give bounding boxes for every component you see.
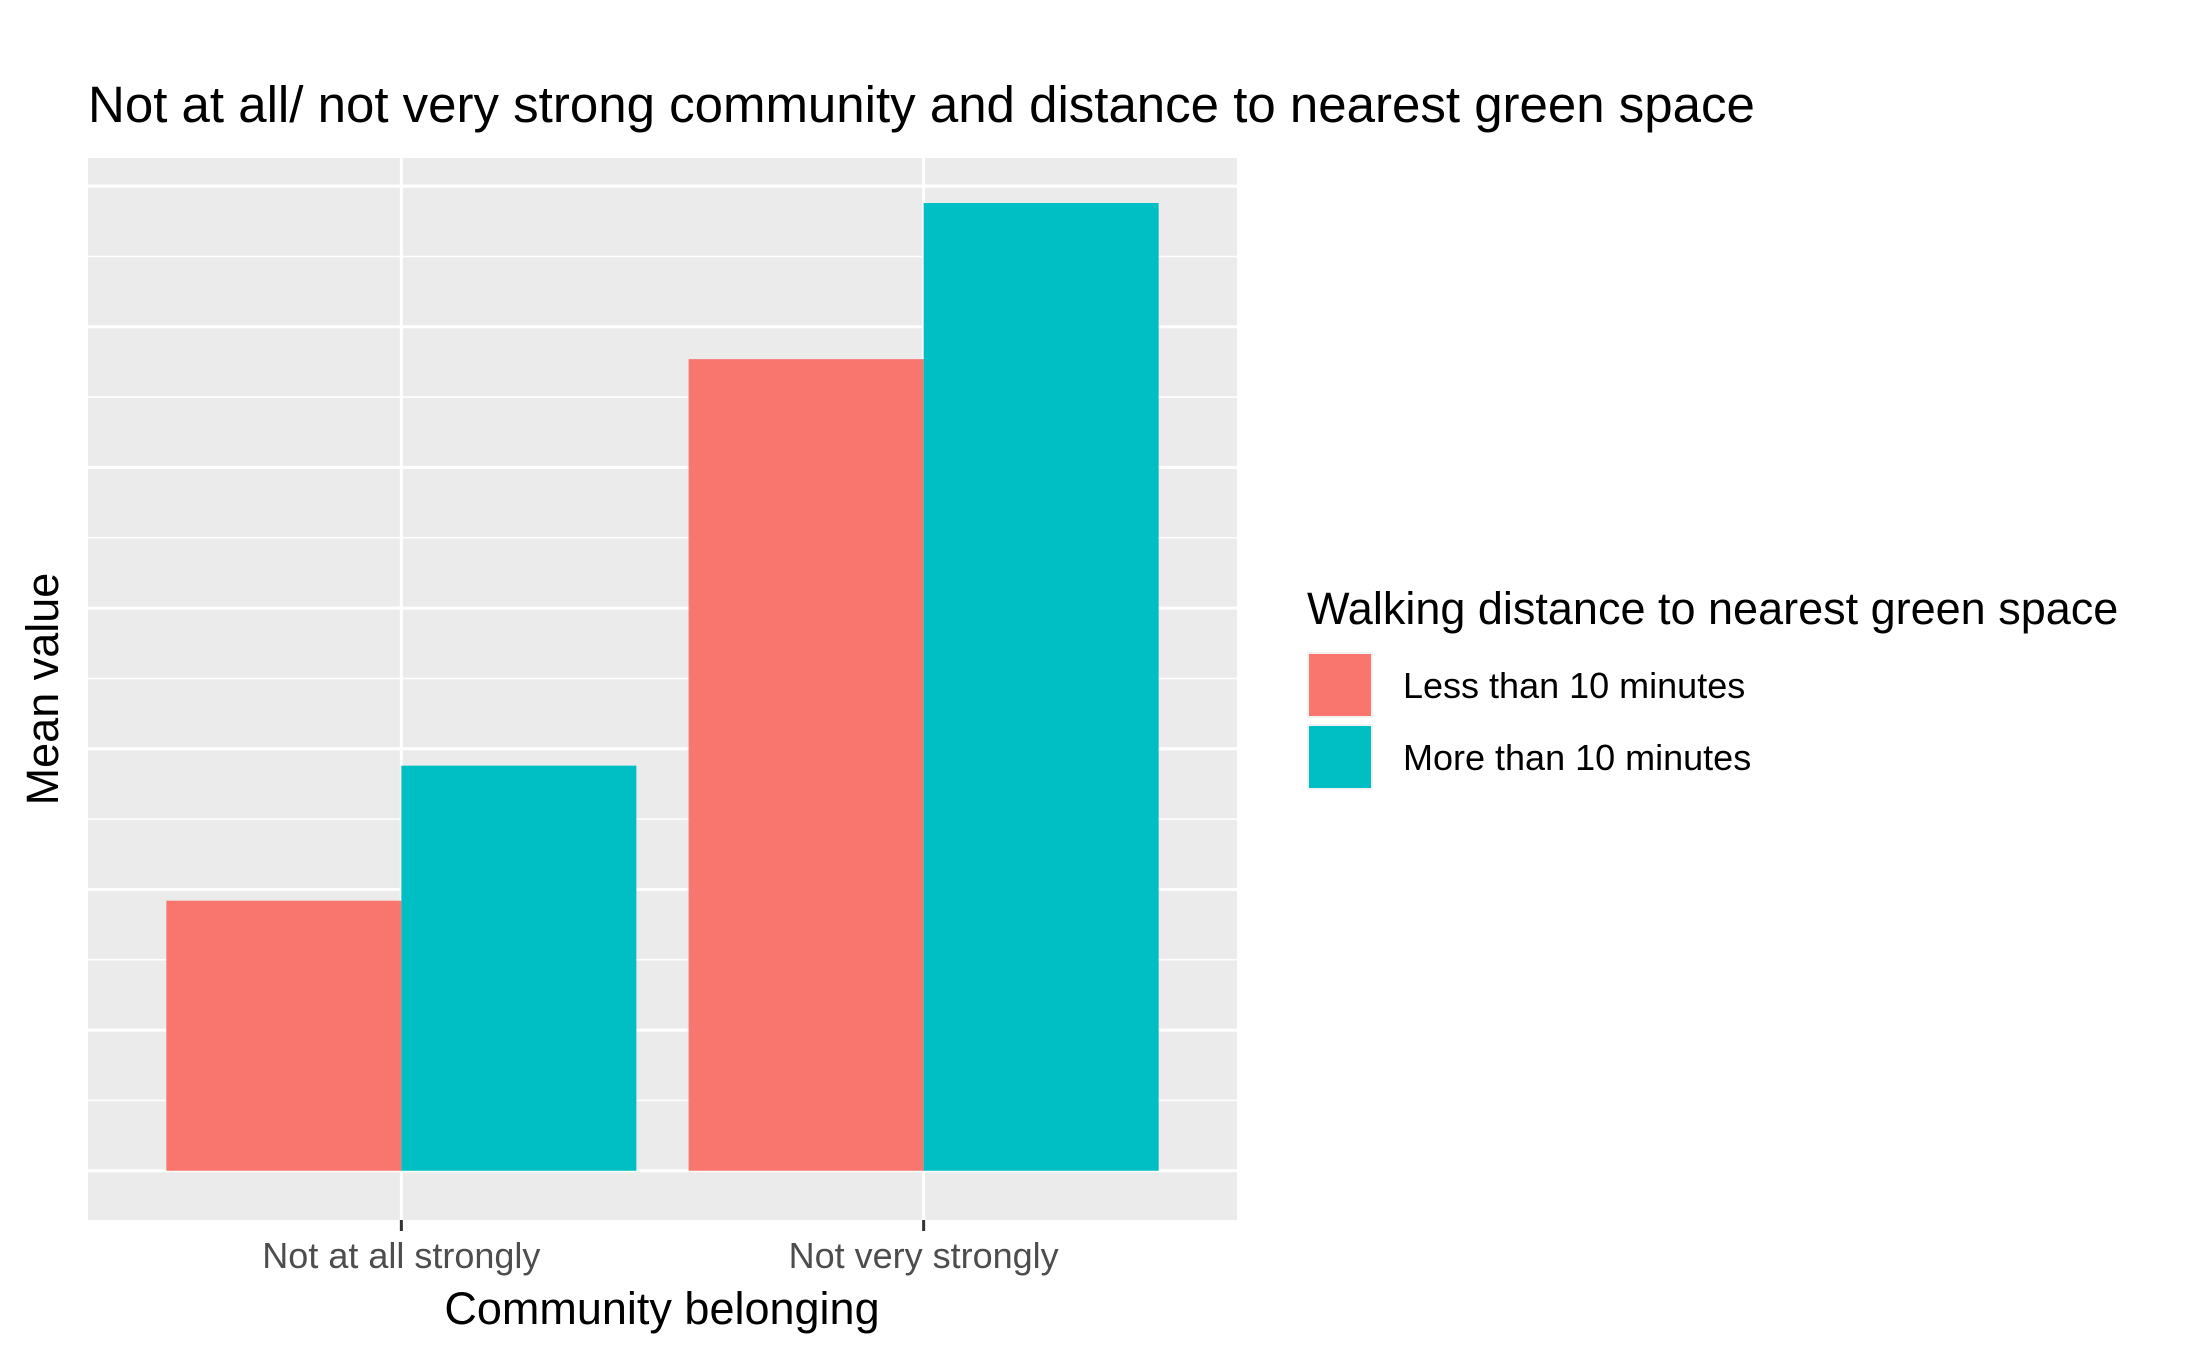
legend-items: Less than 10 minutes More than 10 minutes [1307, 652, 1751, 790]
x-axis-title: Community belonging [444, 1283, 879, 1334]
y-axis-title: Mean value [17, 573, 68, 806]
x-axis-ticks: Not at all strongly Not very strongly [262, 1220, 1059, 1276]
legend: Walking distance to nearest green space … [1307, 583, 2118, 790]
bar [401, 765, 637, 1171]
bar [166, 900, 402, 1171]
legend-title: Walking distance to nearest green space [1307, 583, 2118, 634]
bars [166, 203, 1159, 1171]
legend-label: More than 10 minutes [1403, 737, 1751, 778]
legend-key [1309, 726, 1371, 788]
bar [688, 359, 924, 1171]
legend-key [1309, 654, 1371, 716]
chart-title: Not at all/ not very strong community an… [88, 76, 1755, 133]
x-tick-label: Not very strongly [789, 1235, 1059, 1276]
x-tick-label: Not at all strongly [262, 1235, 540, 1276]
bar [923, 203, 1159, 1171]
legend-label: Less than 10 minutes [1403, 665, 1745, 706]
